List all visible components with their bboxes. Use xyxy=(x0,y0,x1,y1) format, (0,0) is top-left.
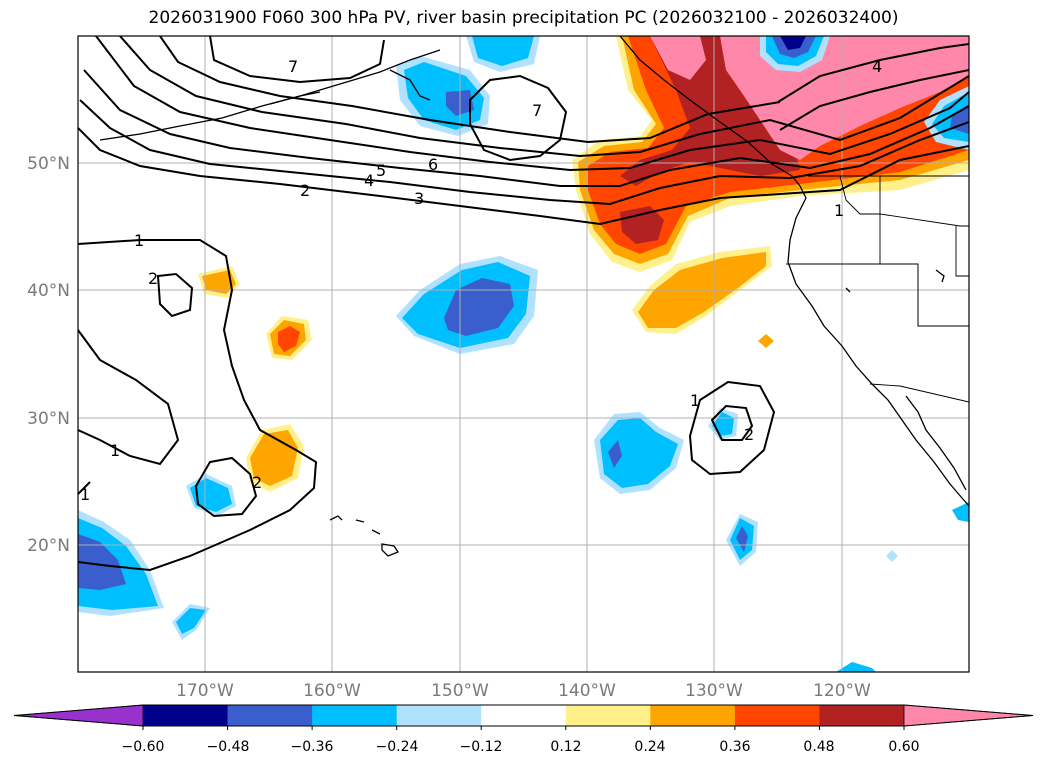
longitude-labels: 170°W 160°W 150°W 140°W 130°W 120°W xyxy=(176,681,871,701)
lon-label: 150°W xyxy=(431,681,489,701)
positive-region-west-1-inner xyxy=(202,270,236,294)
lon-label: 140°W xyxy=(558,681,616,701)
lon-label: 130°W xyxy=(685,681,743,701)
negative-region-southwest-small-inner xyxy=(176,608,206,634)
contour-label: 2 xyxy=(300,181,310,200)
negative-region-tiny xyxy=(886,550,898,562)
positive-region-west-2-core xyxy=(278,326,300,352)
contour-label: 1 xyxy=(110,441,120,460)
contour-label: 2 xyxy=(744,425,754,444)
colorbar-tick-label: 0.36 xyxy=(719,739,750,755)
negative-region-north-1-dark xyxy=(780,36,806,50)
colorbar-ticks: −0.60 −0.48 −0.36 −0.24 −0.12 0.12 0.24 … xyxy=(122,739,920,755)
plot-frame xyxy=(77,35,970,673)
colorbar-tick-label: −0.36 xyxy=(291,739,334,755)
lat-label: 30°N xyxy=(27,409,70,429)
contour-label: 4 xyxy=(364,171,374,190)
contour-label: 2 xyxy=(252,473,262,492)
lat-label: 50°N xyxy=(27,154,70,174)
contour-label: 1 xyxy=(80,485,90,504)
colorbar-extend-high xyxy=(903,704,1034,727)
lon-label: 170°W xyxy=(176,681,234,701)
colorbar-segment xyxy=(396,705,482,726)
political-borders xyxy=(786,175,969,403)
colorbar-tick-label: 0.24 xyxy=(634,739,665,755)
contour-label: 1 xyxy=(834,201,844,220)
negative-region-central-pacific-core xyxy=(444,278,514,336)
colorbar-segment xyxy=(734,705,820,726)
contour-label: 4 xyxy=(872,57,882,76)
colorbar-segment xyxy=(650,705,736,726)
contour-label: 1 xyxy=(690,391,700,410)
positive-region-pink-2 xyxy=(650,36,706,80)
colorbar-segment xyxy=(312,705,398,726)
colorbar-tick-label: 0.60 xyxy=(888,739,919,755)
chart-title: 2026031900 F060 300 hPa PV, river basin … xyxy=(148,8,899,28)
contour-label: 1 xyxy=(134,231,144,250)
colorbar xyxy=(13,704,1034,730)
colorbar-tick-label: −0.48 xyxy=(207,739,250,755)
negative-region-baja-edge xyxy=(952,502,969,522)
contour-label: 2 xyxy=(148,269,158,288)
colorbar-segment xyxy=(565,705,651,726)
negative-region-south-1-inner xyxy=(600,418,678,488)
colorbar-segment xyxy=(143,705,229,726)
positive-region-dark-red-2 xyxy=(620,206,664,244)
colorbar-extend-low xyxy=(13,704,144,727)
contour-label: 7 xyxy=(288,57,298,76)
pv-contours xyxy=(78,36,969,572)
lon-label: 160°W xyxy=(303,681,361,701)
contour-label: 5 xyxy=(376,161,386,180)
contour-label: 7 xyxy=(532,101,542,120)
colorbar-tick-label: −0.60 xyxy=(122,739,165,755)
contour-labels: 7 7 6 5 4 3 2 1 2 1 1 2 1 2 1 4 xyxy=(80,57,882,504)
colorbar-tick-label: 0.48 xyxy=(803,739,834,755)
colorbar-segment xyxy=(227,705,313,726)
negative-region-top-center-inner xyxy=(472,36,534,66)
negative-region-south-1-core xyxy=(608,440,622,468)
lat-label: 20°N xyxy=(27,536,70,556)
contour-label: 6 xyxy=(428,155,438,174)
lon-label: 120°W xyxy=(813,681,871,701)
colorbar-segment xyxy=(481,705,567,726)
negative-region-bottom xyxy=(836,662,876,672)
contour-label: 3 xyxy=(414,189,424,208)
negative-region-west-hawaii-inner xyxy=(190,478,232,512)
colorbar-tick-label: −0.24 xyxy=(376,739,419,755)
negative-region-southwest-core xyxy=(78,534,126,590)
colorbar-tick-label: 0.12 xyxy=(550,739,581,755)
colorbar-segment xyxy=(819,705,905,726)
precipitation-shading xyxy=(78,36,969,672)
positive-region-small-dot xyxy=(758,334,774,348)
colorbar-tick-label: −0.12 xyxy=(460,739,503,755)
latitude-labels: 50°N 40°N 30°N 20°N xyxy=(27,154,70,556)
lat-label: 40°N xyxy=(27,281,70,301)
